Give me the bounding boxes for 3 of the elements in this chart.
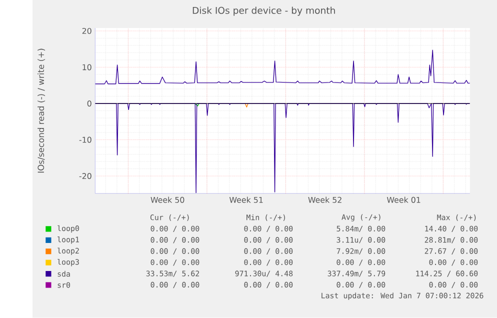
line-series (95, 50, 470, 84)
y-axis-title: IOs/second read (-) / write (+) (38, 48, 46, 173)
chart-title: Disk IOs per device - by month (192, 6, 335, 16)
